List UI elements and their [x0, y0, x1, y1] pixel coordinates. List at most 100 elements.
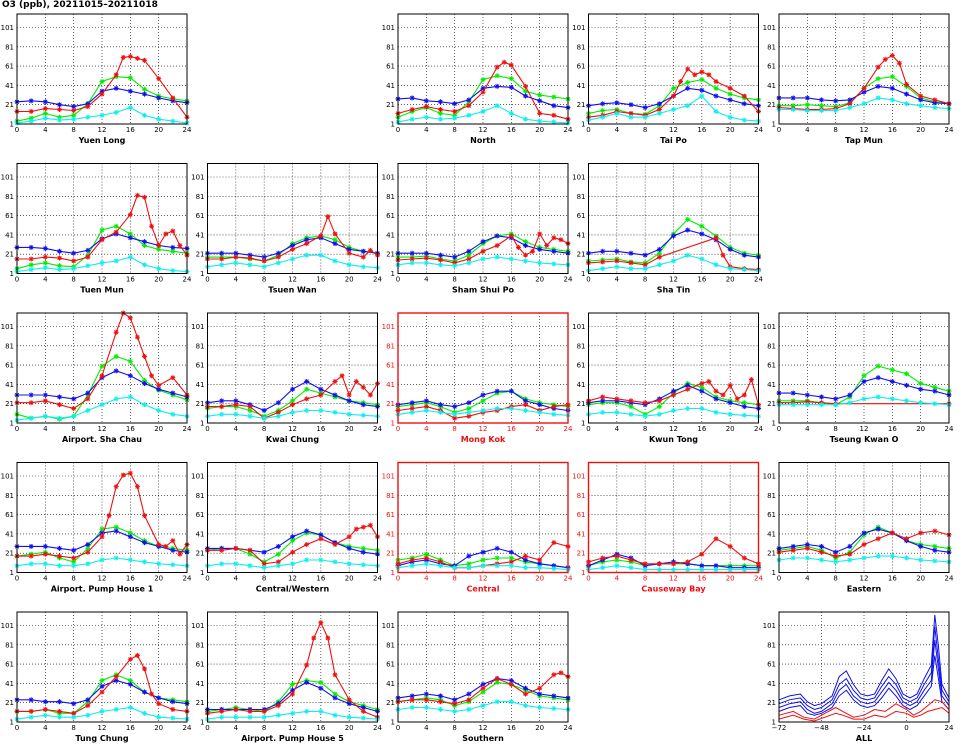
y-tick-label: 1	[10, 569, 14, 577]
data-point-red	[275, 559, 281, 565]
data-point-blue	[819, 543, 824, 549]
data-point-cyan	[42, 115, 48, 121]
data-point-blue	[847, 392, 853, 398]
data-point-blue	[494, 388, 500, 394]
y-tick-label: 101	[572, 24, 585, 32]
x-tick-label: 12	[860, 425, 869, 433]
chart-central: 0 4 8 12 16 20 24 1 21 41 61 81 101 Central	[382, 461, 573, 594]
data-point-cyan	[656, 567, 662, 573]
data-point-green	[332, 237, 338, 243]
data-point-cyan	[304, 708, 310, 714]
data-point-cyan	[438, 116, 443, 122]
data-point-blue	[142, 540, 147, 546]
data-point-red	[339, 373, 345, 379]
data-point-red	[501, 59, 507, 65]
y-tick-label: 101	[382, 24, 395, 32]
data-point-cyan	[28, 714, 34, 720]
data-point-green	[727, 91, 733, 97]
y-tick-label: 41	[196, 530, 205, 538]
data-point-cyan	[741, 412, 747, 418]
x-tick-label: 12	[669, 425, 678, 433]
data-point-red	[170, 706, 176, 712]
data-point-green	[494, 73, 500, 79]
data-point-green	[113, 524, 119, 530]
data-point-cyan	[28, 561, 34, 567]
series-line-blue	[778, 614, 950, 707]
data-point-blue	[614, 248, 620, 254]
y-tick-label: 1	[10, 121, 14, 129]
data-point-cyan	[523, 703, 528, 709]
data-point-red	[600, 394, 606, 400]
data-point-red	[57, 402, 62, 408]
chart-tap-mun: 0 4 8 12 16 20 24 1 21 41 61 81 101 Tap Mun	[763, 13, 954, 145]
data-point-cyan	[699, 567, 705, 573]
data-point-red	[156, 382, 162, 388]
data-point-red	[127, 470, 133, 476]
x-tick-label: 8	[262, 276, 266, 284]
data-point-blue	[71, 396, 77, 402]
data-point-blue	[614, 100, 620, 106]
x-tick-label: 24	[754, 276, 763, 284]
data-point-red	[480, 685, 486, 691]
x-tick-label: 12	[479, 425, 488, 433]
y-tick-label: 21	[577, 101, 586, 109]
y-tick-label: 1	[391, 121, 395, 129]
data-point-red	[537, 110, 543, 116]
data-point-blue	[699, 231, 705, 237]
x-tick-label: 8	[452, 126, 456, 134]
station-label: Eastern	[847, 585, 882, 594]
data-point-blue	[932, 388, 938, 394]
y-tick-label: 41	[767, 82, 776, 90]
data-point-cyan	[790, 402, 796, 408]
data-point-green	[318, 679, 324, 685]
data-point-red	[170, 228, 176, 234]
y-tick-label: 61	[386, 511, 395, 519]
data-point-cyan	[494, 103, 500, 109]
data-point-cyan	[551, 705, 557, 711]
data-point-red	[120, 54, 126, 60]
data-point-blue	[156, 95, 162, 101]
data-point-red	[127, 656, 133, 662]
data-point-blue	[332, 241, 338, 247]
x-tick-label: 20	[154, 575, 163, 583]
data-point-blue	[142, 689, 147, 695]
x-tick-label: 8	[262, 724, 266, 732]
data-point-blue	[494, 545, 500, 551]
y-tick-label: 41	[386, 680, 395, 688]
y-tick-label: 41	[767, 381, 776, 389]
y-tick-label: 61	[767, 661, 776, 669]
chart-tseung-kwan-o: 0 4 8 12 16 20 24 1 21 41 61 81 101 Tseung Kwan O	[763, 312, 954, 444]
x-tick-label: 20	[916, 126, 925, 134]
x-tick-label: 24	[754, 425, 763, 433]
x-tick-label: 20	[726, 575, 735, 583]
data-point-cyan	[409, 563, 415, 569]
y-tick-label: 81	[196, 193, 205, 201]
data-point-cyan	[438, 706, 443, 712]
data-point-cyan	[170, 562, 176, 568]
data-point-blue	[833, 396, 839, 402]
data-point-red	[889, 52, 895, 58]
data-point-red	[149, 223, 155, 229]
y-tick-label: 1	[200, 420, 204, 428]
data-point-cyan	[480, 703, 486, 709]
chart-southern: 0 4 8 12 16 20 24 1 21 41 61 81 101 Southern	[382, 611, 573, 743]
x-tick-label: 0	[777, 425, 781, 433]
data-point-red	[537, 685, 543, 691]
data-point-cyan	[741, 567, 747, 573]
data-point-red	[523, 402, 528, 408]
data-point-cyan	[318, 252, 324, 258]
data-point-green	[480, 77, 486, 83]
data-point-blue	[537, 402, 543, 408]
data-point-cyan	[508, 110, 514, 116]
x-tick-label: 24	[183, 575, 192, 583]
data-point-green	[290, 681, 295, 687]
data-point-cyan	[219, 262, 225, 268]
y-tick-label: 41	[5, 231, 14, 239]
y-tick-label: 41	[767, 530, 776, 538]
data-point-cyan	[99, 112, 105, 118]
data-point-blue	[713, 93, 719, 99]
data-point-cyan	[156, 714, 162, 720]
station-label: North	[470, 136, 496, 145]
data-point-cyan	[275, 260, 281, 266]
data-point-red	[149, 373, 155, 379]
